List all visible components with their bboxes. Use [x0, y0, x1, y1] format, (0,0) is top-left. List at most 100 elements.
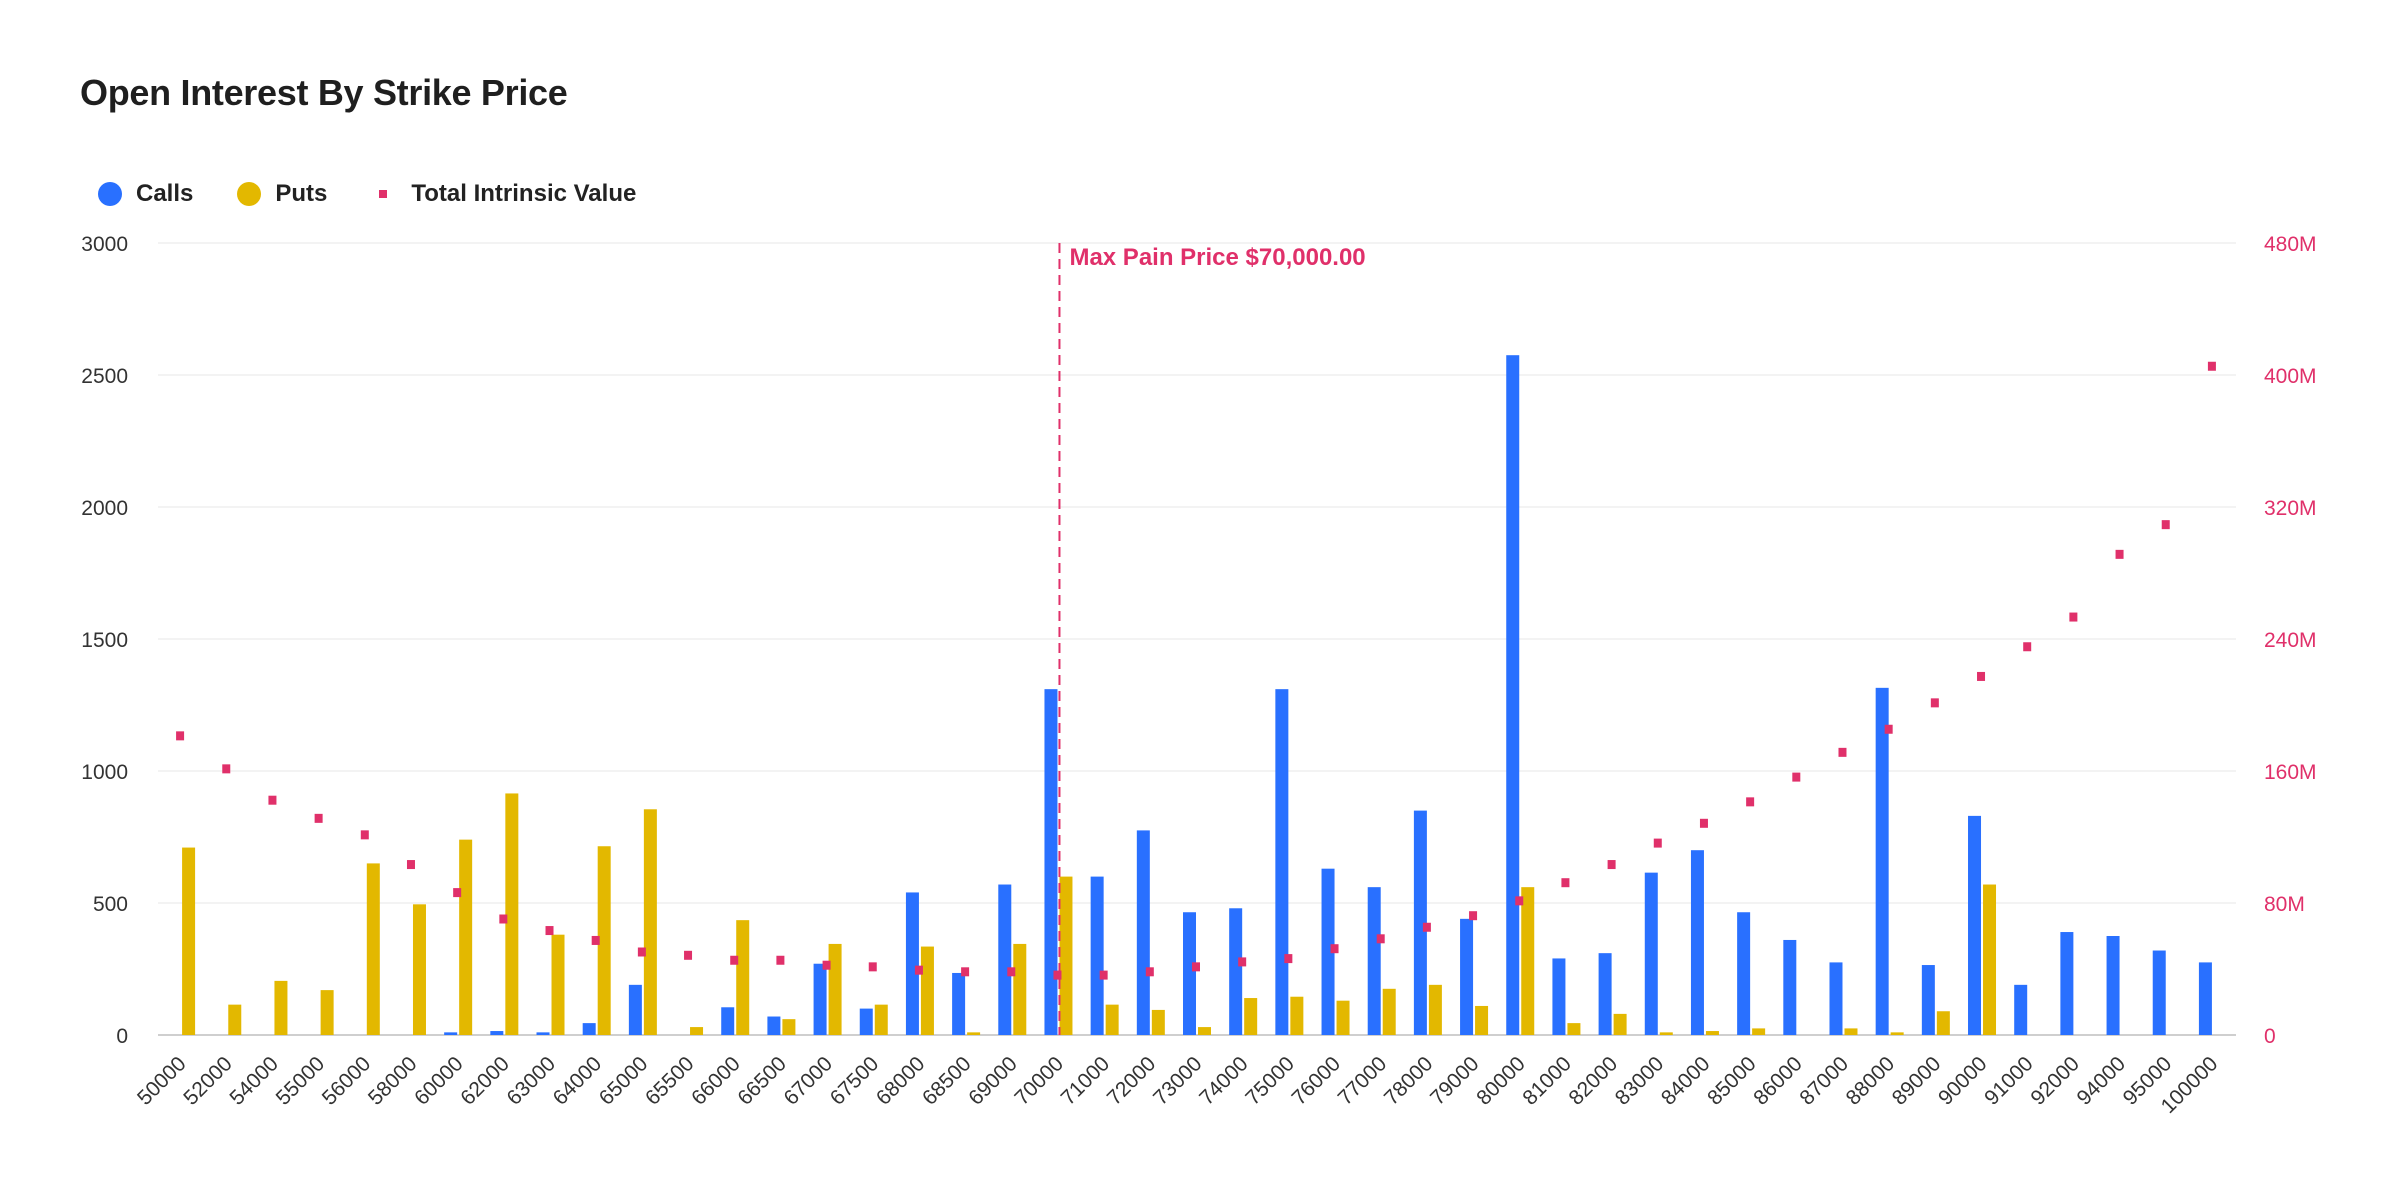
intrinsic-value-marker[interactable] [1746, 797, 1755, 807]
calls-bar[interactable] [1506, 355, 1520, 1035]
strike-group[interactable] [1090, 876, 1119, 1035]
strike-group[interactable] [1183, 912, 1211, 1035]
calls-bar[interactable] [1598, 953, 1612, 1035]
calls-bar[interactable] [1321, 868, 1335, 1035]
strike-group[interactable] [406, 860, 426, 1035]
strike-group[interactable] [628, 809, 657, 1035]
strike-group[interactable] [1829, 747, 1858, 1035]
calls-bar[interactable] [1136, 830, 1150, 1035]
intrinsic-value-marker[interactable] [1607, 860, 1616, 870]
puts-bar[interactable] [274, 980, 288, 1035]
strike-group[interactable] [859, 962, 888, 1035]
puts-bar[interactable] [551, 934, 565, 1035]
calls-bar[interactable] [2152, 950, 2166, 1035]
strike-group[interactable] [176, 731, 196, 1035]
puts-bar[interactable] [643, 809, 657, 1035]
puts-bar[interactable] [920, 946, 934, 1035]
calls-bar[interactable] [2060, 932, 2074, 1035]
puts-bar[interactable] [782, 1019, 796, 1035]
strike-group[interactable] [1321, 868, 1350, 1035]
calls-bar[interactable] [1183, 912, 1196, 1035]
strike-group[interactable] [2060, 612, 2078, 1035]
intrinsic-value-marker[interactable] [1930, 698, 1939, 708]
calls-bar[interactable] [721, 1007, 735, 1035]
intrinsic-value-marker[interactable] [591, 935, 600, 945]
strike-group[interactable] [268, 795, 288, 1035]
strike-group[interactable] [2106, 549, 2124, 1035]
strike-group[interactable] [1783, 772, 1801, 1035]
strike-group[interactable] [1737, 797, 1766, 1035]
intrinsic-value-marker[interactable] [314, 813, 323, 823]
calls-bar[interactable] [2014, 984, 2028, 1035]
calls-bar[interactable] [1275, 689, 1289, 1035]
intrinsic-value-marker[interactable] [1376, 934, 1385, 944]
puts-bar[interactable] [967, 1032, 981, 1035]
intrinsic-value-marker[interactable] [545, 926, 554, 936]
legend-item-puts[interactable]: Puts [237, 180, 327, 208]
puts-bar[interactable] [1198, 1027, 1211, 1035]
intrinsic-value-marker[interactable] [1284, 954, 1293, 964]
legend-item-calls[interactable]: Calls [98, 180, 193, 208]
intrinsic-value-marker[interactable] [1145, 967, 1154, 977]
intrinsic-value-marker[interactable] [914, 965, 923, 975]
calls-bar[interactable] [1552, 958, 1566, 1035]
intrinsic-value-marker[interactable] [1053, 970, 1062, 980]
puts-bar[interactable] [1844, 1028, 1858, 1035]
intrinsic-value-marker[interactable] [499, 914, 508, 924]
calls-bar[interactable] [998, 884, 1012, 1035]
calls-bar[interactable] [490, 1031, 504, 1035]
strike-group[interactable] [582, 846, 611, 1035]
puts-bar[interactable] [597, 846, 611, 1035]
intrinsic-value-marker[interactable] [1653, 838, 1662, 848]
intrinsic-value-marker[interactable] [1007, 967, 1016, 977]
calls-bar[interactable] [905, 892, 919, 1035]
calls-bar[interactable] [859, 1008, 873, 1035]
intrinsic-value-marker[interactable] [2207, 361, 2216, 371]
calls-bar[interactable] [1690, 850, 1704, 1035]
puts-bar[interactable] [1059, 876, 1073, 1035]
puts-bar[interactable] [1428, 984, 1442, 1035]
calls-bar[interactable] [1460, 918, 1474, 1035]
strike-group[interactable] [1968, 671, 1997, 1035]
intrinsic-value-marker[interactable] [1515, 896, 1524, 906]
puts-bar[interactable] [1475, 1005, 1489, 1035]
intrinsic-value-marker[interactable] [406, 860, 415, 870]
strike-group[interactable] [767, 955, 796, 1035]
intrinsic-value-marker[interactable] [1838, 747, 1847, 757]
legend-item-intrinsic-value[interactable]: Total Intrinsic Value [371, 180, 636, 208]
strike-group[interactable] [1875, 687, 1904, 1035]
calls-bar[interactable] [536, 1032, 550, 1035]
strike-group[interactable] [1506, 355, 1535, 1035]
puts-bar[interactable] [1290, 996, 1304, 1035]
calls-bar[interactable] [813, 963, 827, 1035]
calls-bar[interactable] [1921, 965, 1935, 1035]
puts-bar[interactable] [1151, 1009, 1165, 1035]
strike-group[interactable] [222, 764, 242, 1035]
strike-group[interactable] [360, 830, 380, 1035]
strike-group[interactable] [2152, 520, 2170, 1035]
calls-bar[interactable] [582, 1023, 596, 1035]
intrinsic-value-marker[interactable] [1792, 772, 1801, 782]
calls-bar[interactable] [1367, 887, 1381, 1035]
puts-bar[interactable] [1936, 1011, 1950, 1035]
strike-group[interactable] [1275, 689, 1304, 1035]
puts-bar[interactable] [228, 1004, 242, 1035]
strike-group[interactable] [1460, 911, 1489, 1035]
strike-group[interactable] [813, 943, 842, 1035]
strike-group[interactable] [1044, 689, 1073, 1035]
puts-bar[interactable] [690, 1027, 704, 1035]
strike-group[interactable] [1690, 818, 1719, 1035]
strike-group[interactable] [536, 926, 565, 1035]
strike-group[interactable] [314, 813, 334, 1035]
calls-bar[interactable] [1413, 810, 1427, 1035]
intrinsic-value-marker[interactable] [1884, 724, 1893, 734]
puts-bar[interactable] [1521, 887, 1535, 1035]
calls-bar[interactable] [767, 1016, 781, 1035]
puts-bar[interactable] [1382, 988, 1396, 1035]
intrinsic-value-marker[interactable] [2115, 549, 2124, 559]
intrinsic-value-marker[interactable] [868, 962, 877, 972]
calls-bar[interactable] [952, 972, 966, 1035]
intrinsic-value-marker[interactable] [176, 731, 185, 741]
intrinsic-value-marker[interactable] [684, 950, 693, 960]
puts-bar[interactable] [505, 793, 519, 1035]
